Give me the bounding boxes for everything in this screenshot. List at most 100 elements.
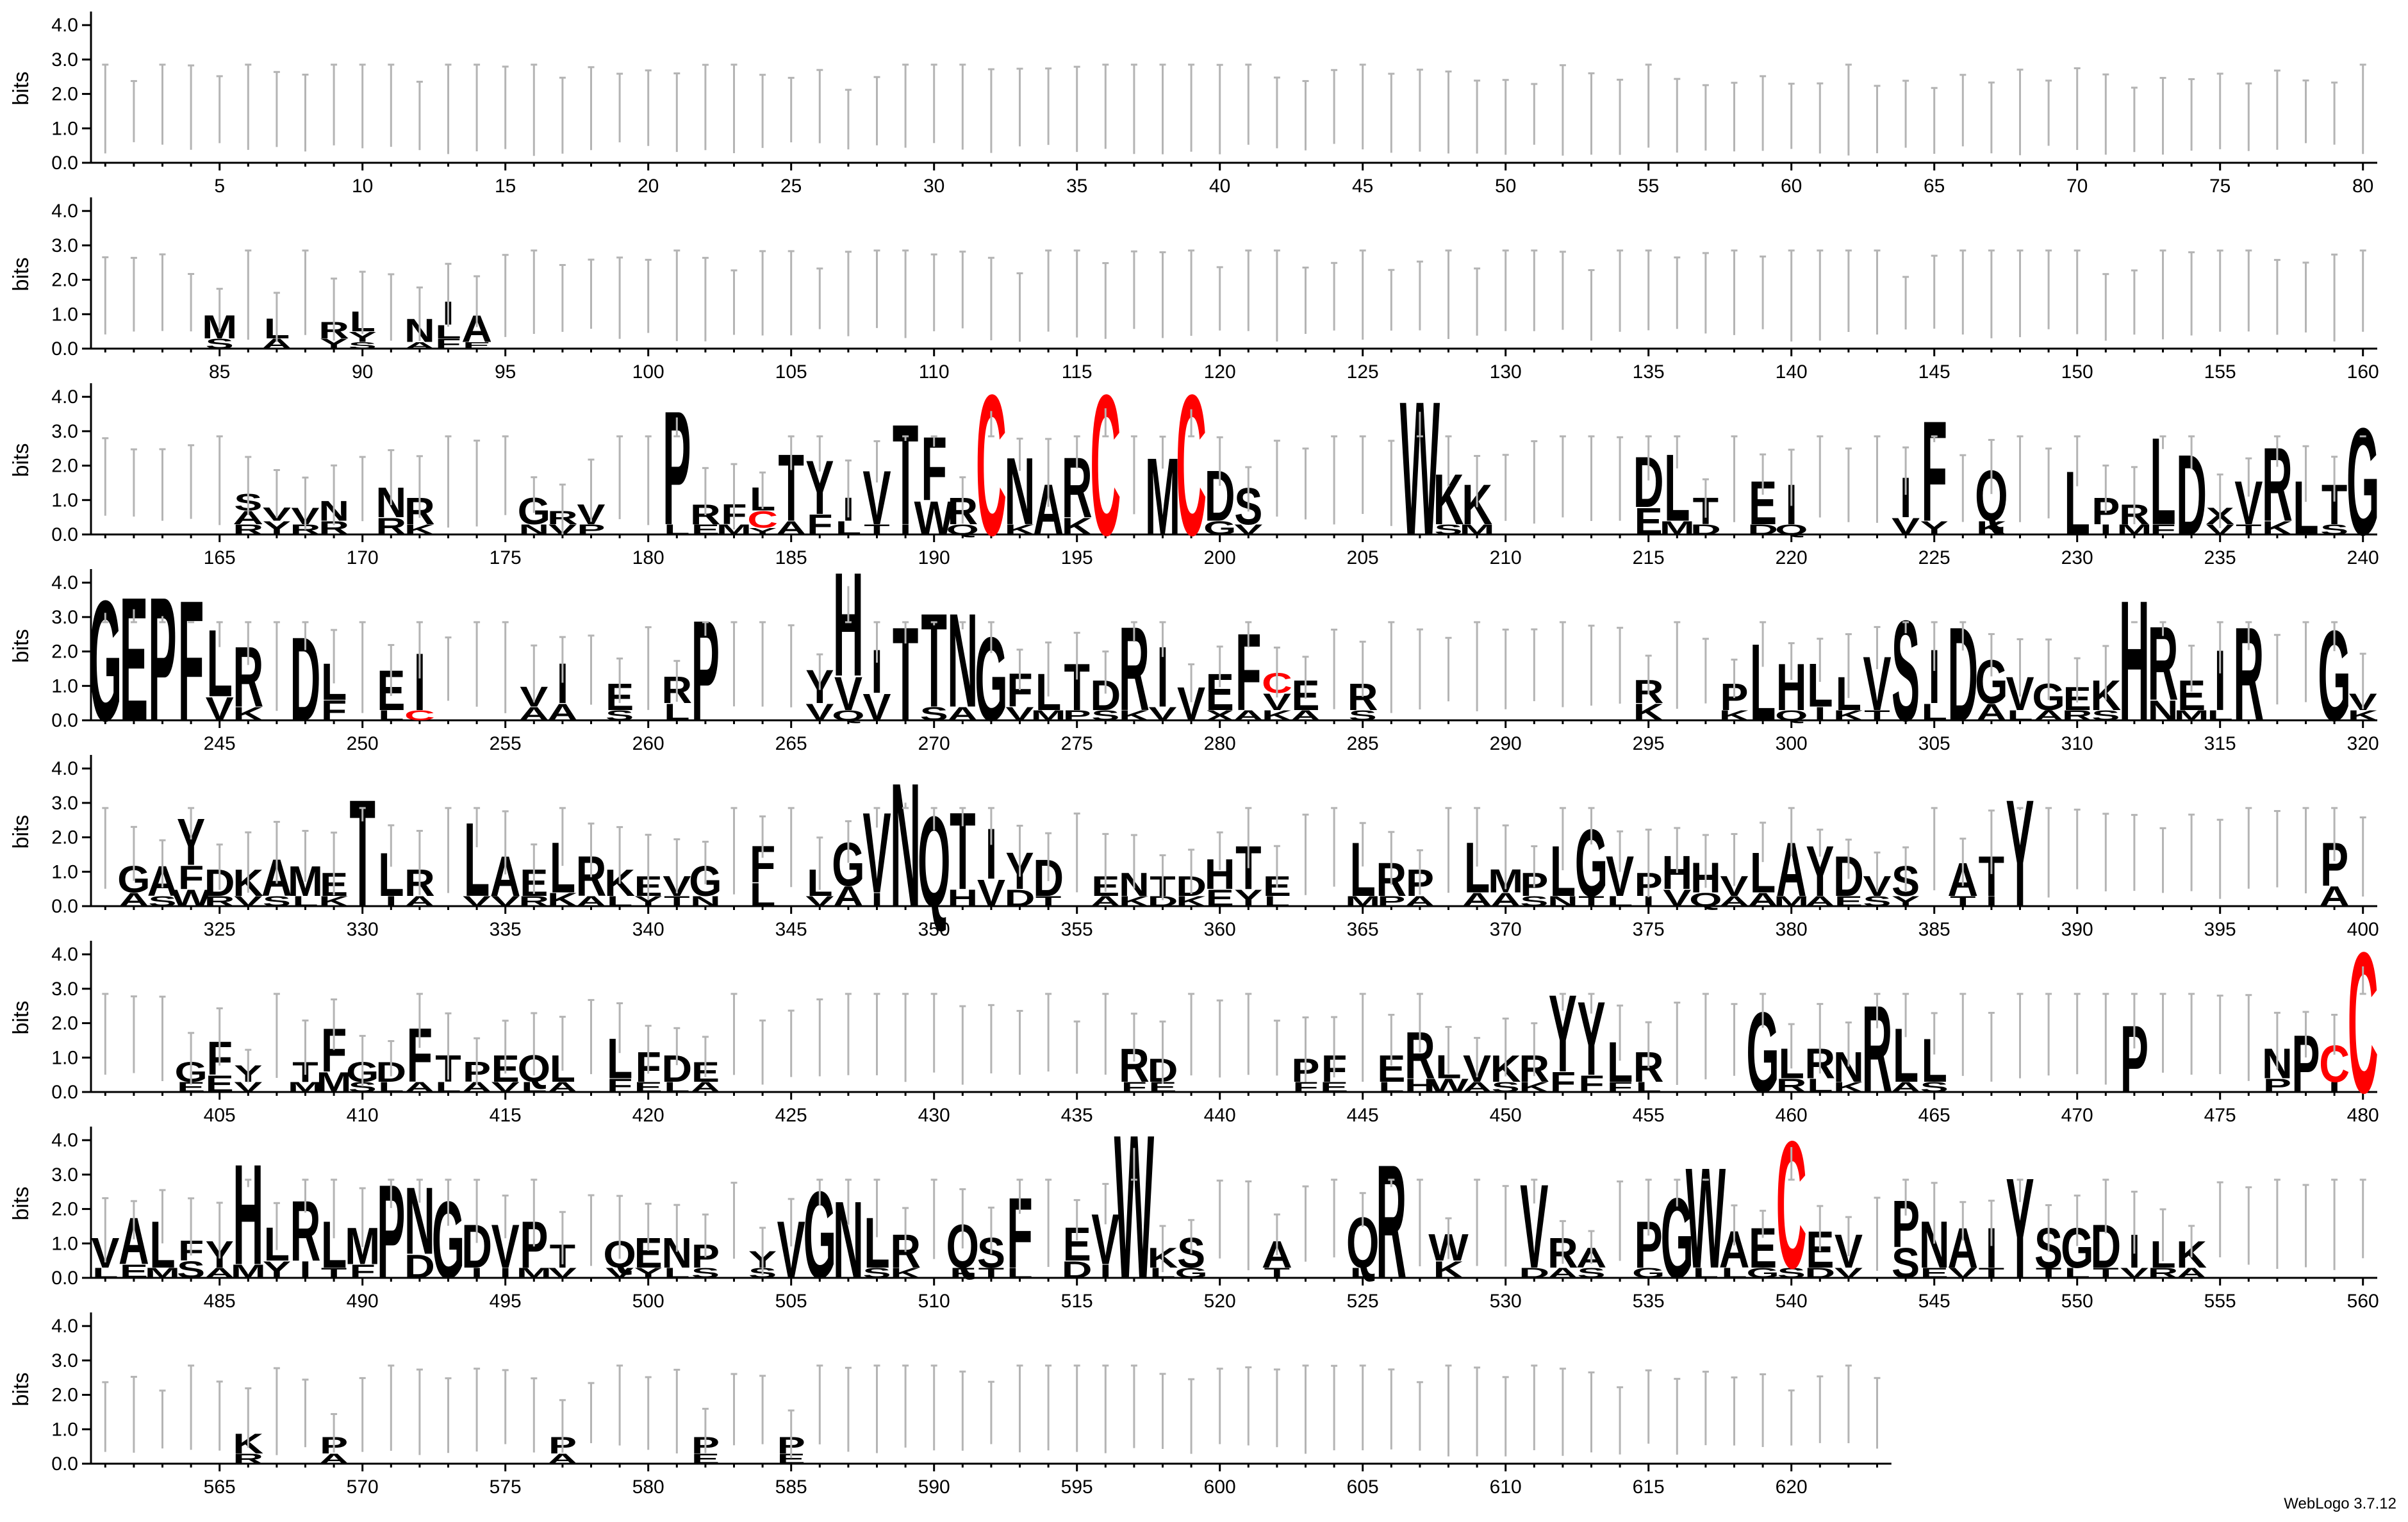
x-tick-label: 230: [2061, 547, 2093, 568]
logo-letter-E: E: [120, 560, 148, 758]
x-tick-label: 605: [1347, 1477, 1379, 1498]
logo-letter-M: M: [288, 1079, 323, 1095]
logo-letter-S: S: [862, 1265, 891, 1281]
x-tick-label: 235: [2204, 547, 2236, 568]
logo-letter-L: L: [1607, 893, 1633, 909]
x-tick-label: 175: [490, 547, 522, 568]
logo-letter-S: S: [206, 336, 234, 352]
logo-row-6: 0.01.02.03.04.0bitsEG405EFVYMTMF410SGLDA…: [9, 910, 2379, 1134]
logo-letter-D: D: [1747, 522, 1778, 538]
x-tick-label: 375: [1633, 919, 1665, 940]
x-tick-label: 185: [775, 547, 807, 568]
y-axis-label: bits: [9, 1373, 33, 1407]
x-tick-label: 470: [2061, 1105, 2093, 1126]
x-tick-label: 180: [632, 547, 664, 568]
logo-letter-I: I: [2329, 1079, 2340, 1095]
x-tick-label: 575: [490, 1477, 522, 1498]
y-axis-label: bits: [9, 815, 33, 849]
logo-letter-L: L: [1721, 1265, 1747, 1281]
x-tick-label: 380: [1776, 919, 1808, 940]
y-tick-label: 0.0: [51, 710, 78, 731]
x-tick-label: 165: [204, 547, 236, 568]
x-tick-label: 615: [1633, 1477, 1665, 1498]
logo-letter-N: N: [518, 522, 549, 538]
logo-letter-S: S: [1434, 522, 1462, 538]
logo-letter-T: T: [1264, 1265, 1290, 1281]
logo-letter-V: V: [1663, 885, 1691, 912]
logo-letter-A: A: [1747, 889, 1778, 910]
x-tick-label: 30: [923, 176, 944, 197]
logo-letter-E: E: [1206, 885, 1234, 912]
x-tick-label: 260: [632, 733, 664, 754]
logo-letter-S: S: [1863, 893, 1891, 909]
y-tick-label: 2.0: [51, 456, 78, 477]
logo-letter-L: L: [1264, 893, 1290, 909]
logo-letter-E: E: [463, 340, 491, 351]
x-tick-label: 460: [1776, 1105, 1808, 1126]
logo-letter-A: A: [1405, 893, 1435, 909]
x-tick-label: 245: [204, 733, 236, 754]
logo-letter-T: T: [2236, 522, 2261, 538]
y-tick-label: 1.0: [51, 1419, 78, 1440]
logo-letter-Y: Y: [1549, 972, 1577, 1095]
x-tick-label: 35: [1066, 176, 1087, 197]
logo-letter-F: F: [1550, 1066, 1576, 1098]
y-tick-label: 4.0: [51, 758, 78, 779]
logo-letter-F: F: [435, 336, 461, 352]
logo-letter-A: A: [2319, 881, 2350, 913]
x-tick-label: 610: [1490, 1477, 1522, 1498]
x-tick-label: 355: [1061, 919, 1093, 940]
y-tick-label: 0.0: [51, 1453, 78, 1475]
logo-letter-V: V: [1949, 1265, 1977, 1281]
logo-letter-R: R: [375, 513, 406, 540]
x-tick-label: 400: [2347, 919, 2379, 940]
x-tick-label: 120: [1204, 361, 1236, 383]
x-tick-label: 510: [918, 1291, 950, 1312]
logo-letter-T: T: [321, 1265, 347, 1281]
logo-letter-A: A: [318, 1451, 349, 1467]
logo-letter-S: S: [1892, 591, 1920, 751]
x-tick-label: 150: [2061, 361, 2093, 383]
logo-letter-T: T: [1035, 893, 1061, 909]
logo-letter-P: P: [691, 591, 720, 751]
logo-row-3: 0.01.02.03.04.0bits165RASYVRVRN170RNKR17…: [9, 352, 2379, 577]
x-tick-label: 270: [918, 733, 950, 754]
logo-letter-F: F: [607, 1075, 632, 1096]
logo-letter-Y: Y: [748, 526, 777, 536]
logo-letter-V: V: [548, 1265, 577, 1281]
logo-letter-H: H: [833, 542, 864, 707]
x-tick-label: 130: [1490, 361, 1522, 383]
logo-letter-P: P: [2263, 1075, 2291, 1096]
y-tick-label: 0.0: [51, 1268, 78, 1289]
logo-letter-A: A: [404, 1079, 435, 1095]
y-tick-label: 4.0: [51, 944, 78, 965]
x-tick-label: 310: [2061, 733, 2093, 754]
y-axis-label: bits: [9, 258, 33, 292]
logo-letter-Y: Y: [1892, 893, 1920, 909]
logo-letter-A: A: [547, 1079, 578, 1095]
logo-letter-A: A: [518, 703, 549, 724]
x-tick-label: 530: [1490, 1291, 1522, 1312]
logo-letter-L: L: [435, 1079, 461, 1095]
logo-letter-I: I: [1814, 703, 1826, 724]
logo-letter-F: F: [1121, 1079, 1147, 1095]
x-tick-label: 85: [209, 361, 230, 383]
logo-letter-A: A: [119, 889, 149, 910]
logo-letter-R: R: [233, 522, 263, 538]
logo-letter-A: A: [1890, 1079, 1921, 1095]
y-tick-label: 1.0: [51, 118, 78, 139]
y-tick-label: 4.0: [51, 1316, 78, 1337]
logo-letter-H: H: [947, 885, 978, 912]
x-tick-label: 200: [1204, 547, 1236, 568]
logo-letter-K: K: [1833, 1079, 1864, 1095]
logo-letter-S: S: [2091, 707, 2120, 724]
logo-letter-A: A: [947, 703, 978, 724]
x-tick-label: 160: [2347, 361, 2379, 383]
logo-letter-F: F: [950, 1265, 975, 1281]
logo-letter-A: A: [1547, 1265, 1578, 1281]
logo-letter-L: L: [607, 893, 632, 909]
y-tick-label: 2.0: [51, 641, 78, 663]
logo-letter-L: L: [521, 1079, 547, 1095]
